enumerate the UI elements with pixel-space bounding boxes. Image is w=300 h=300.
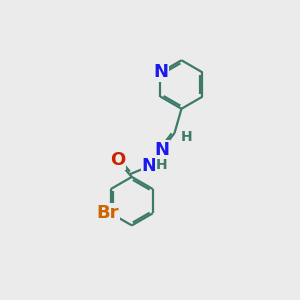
Text: H: H xyxy=(155,158,167,172)
Text: N: N xyxy=(142,157,157,175)
Text: N: N xyxy=(154,141,169,159)
Text: N: N xyxy=(153,63,168,81)
Text: O: O xyxy=(110,151,125,169)
Text: H: H xyxy=(181,130,192,144)
Text: Br: Br xyxy=(97,204,119,222)
